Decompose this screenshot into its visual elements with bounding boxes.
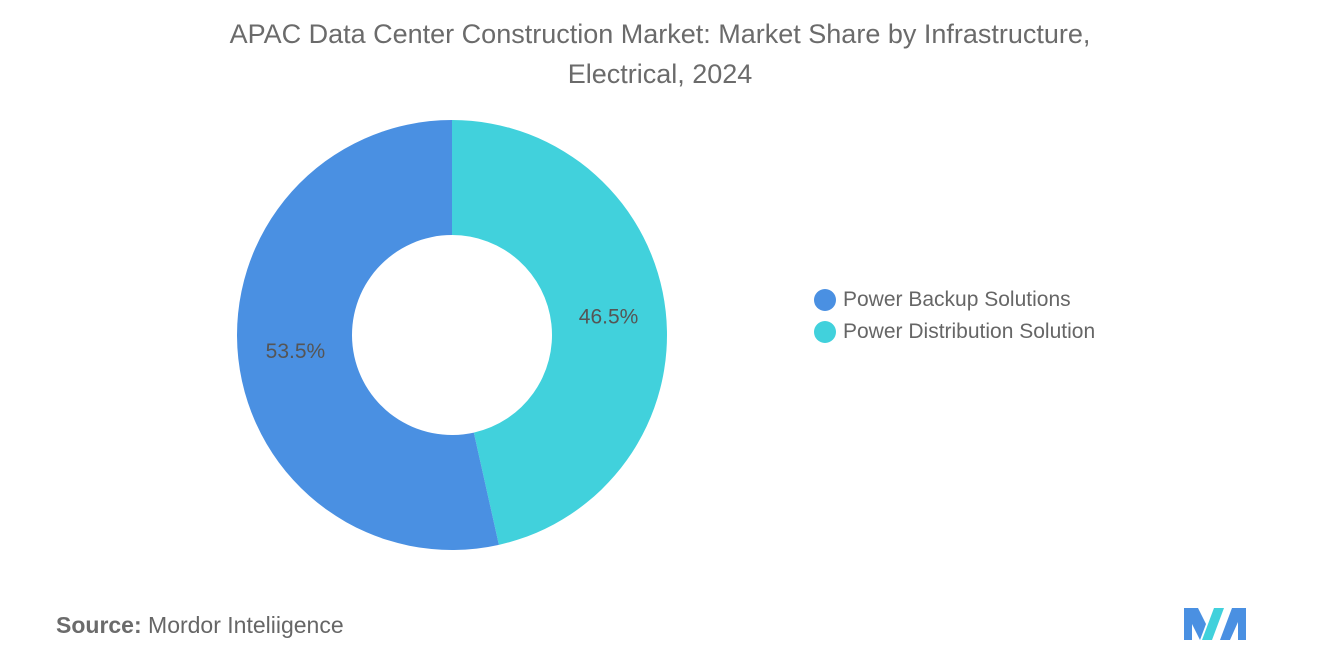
legend-item-power-distribution[interactable]: Power Distribution Solution [814, 316, 1095, 348]
legend-label-power-distribution: Power Distribution Solution [843, 320, 1096, 343]
donut-slice-power-backup-solutions[interactable] [236, 120, 499, 551]
logo-shape-middle [1202, 608, 1224, 640]
source-prefix: Source: [56, 612, 142, 638]
data-label-power-distribution-solution: 46.5% [579, 305, 639, 328]
source-note: Source: Mordor Inteliigence [56, 612, 344, 639]
donut-slice-power-distribution-solution[interactable] [452, 120, 667, 545]
legend-item-power-backup[interactable]: Power Backup Solutions [814, 284, 1095, 316]
legend-label-power-backup: Power Backup Solutions [843, 288, 1071, 311]
chart-title-line-1: APAC Data Center Construction Market: Ma… [229, 19, 1091, 49]
data-label-power-backup-solutions: 53.5% [266, 340, 326, 363]
mordor-intelligence-logo-icon [1184, 604, 1250, 645]
logo-shape-right [1220, 608, 1246, 640]
legend-swatch-power-distribution [814, 321, 836, 343]
chart-legend: Power Backup Solutions Power Distributio… [814, 284, 1095, 348]
chart-title-line-2: Electrical, 2024 [567, 59, 753, 89]
source-text: Mordor Inteliigence [148, 612, 344, 638]
legend-swatch-power-backup [814, 289, 836, 311]
logo-shape-left [1184, 608, 1206, 640]
chart-title: APAC Data Center Construction Market: Ma… [0, 14, 1320, 94]
